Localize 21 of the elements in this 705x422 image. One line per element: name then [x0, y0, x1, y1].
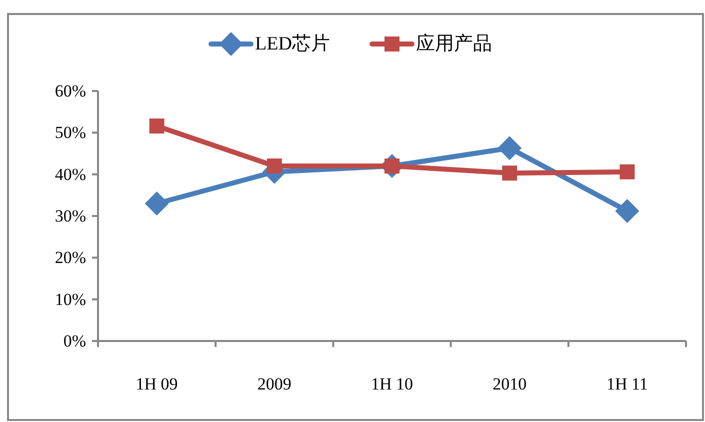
legend-label: LED芯片: [255, 34, 330, 54]
y-tick-label: 60%: [54, 82, 86, 100]
y-tick-label: 0%: [63, 332, 86, 350]
x-tick-label: 2010: [492, 374, 527, 394]
point: [502, 166, 518, 181]
legend-label: 应用产品: [416, 32, 492, 54]
point: [266, 158, 282, 174]
point: [149, 118, 164, 134]
point: [498, 136, 522, 160]
x-tick-label: 1H 09: [136, 374, 178, 394]
point: [615, 199, 640, 223]
x-tick-label: 2009: [257, 374, 292, 394]
point: [144, 192, 169, 216]
y-tick-label: 40%: [54, 164, 86, 184]
x-tick-label: 1H 10: [370, 374, 414, 394]
y-tick-label: 30%: [54, 206, 86, 226]
x-tick-label: 1H 11: [606, 374, 648, 394]
y-tick-label: 10%: [54, 290, 86, 309]
y-tick-label: 20%: [54, 248, 86, 268]
y-tick-label: 50%: [54, 123, 86, 142]
point: [620, 164, 635, 180]
